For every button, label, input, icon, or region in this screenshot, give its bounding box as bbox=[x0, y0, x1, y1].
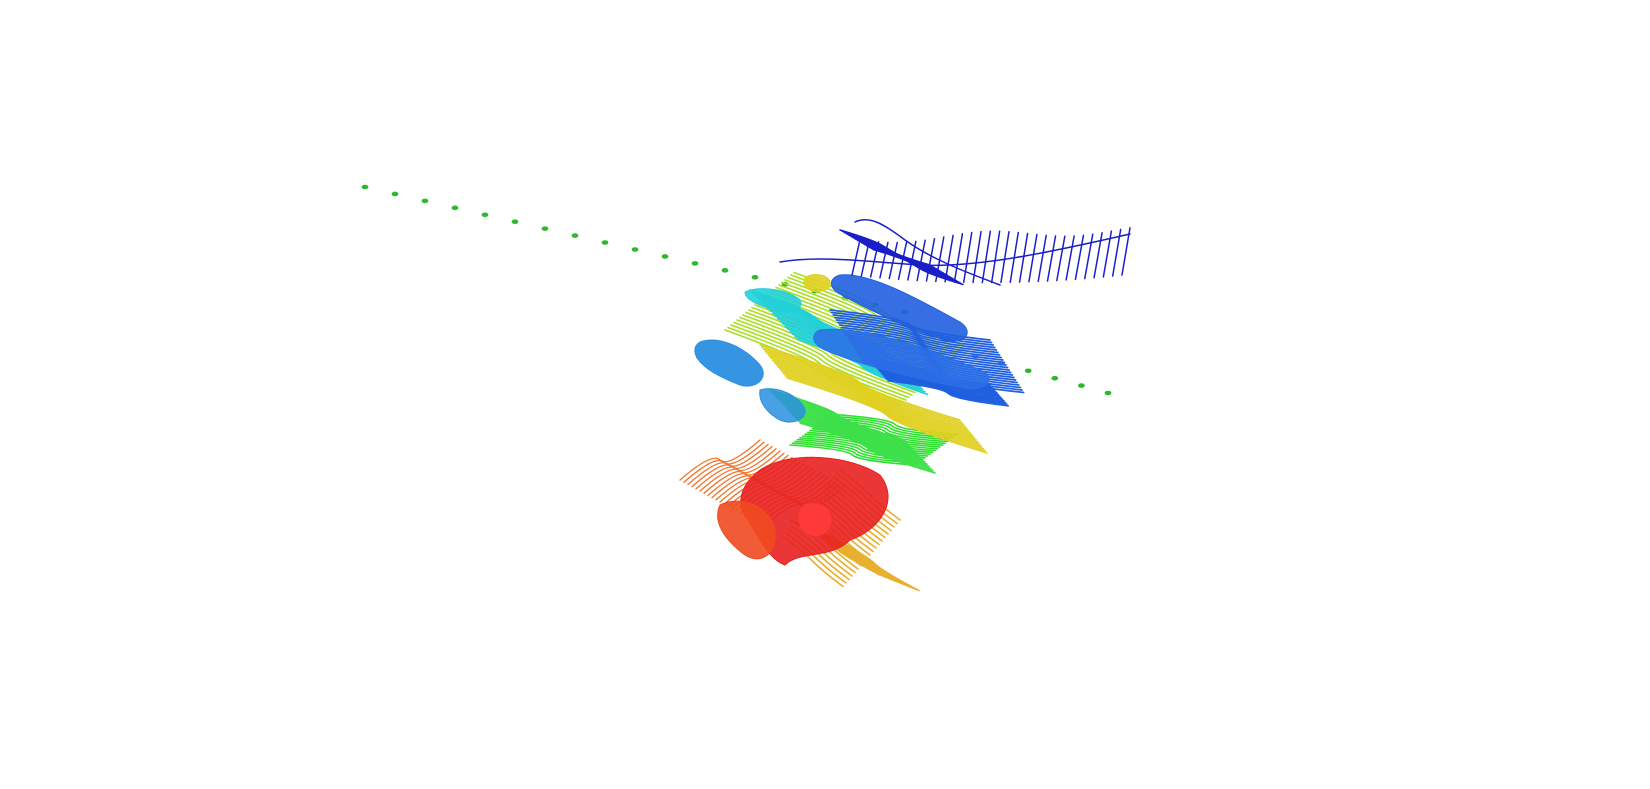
membrane-dot bbox=[661, 254, 669, 259]
membrane-dot bbox=[1051, 375, 1059, 381]
red-orange-lobe bbox=[717, 500, 776, 560]
membrane-dot bbox=[601, 240, 609, 245]
membrane-dot bbox=[391, 191, 399, 197]
sky-lower bbox=[759, 388, 806, 423]
membrane-dot bbox=[1078, 383, 1085, 388]
cyan-loop bbox=[744, 288, 802, 313]
royal-sheet bbox=[813, 328, 990, 390]
membrane-dot bbox=[511, 219, 519, 225]
yellow-strands bbox=[759, 344, 988, 454]
blue-extended-sheet bbox=[779, 219, 1131, 286]
yellow-knob bbox=[803, 274, 831, 293]
membrane-dot bbox=[451, 205, 459, 211]
membrane-markers bbox=[361, 184, 1112, 396]
membrane-dot bbox=[571, 233, 579, 238]
membrane-dot bbox=[691, 261, 699, 266]
membrane-dot bbox=[1104, 390, 1112, 396]
cyan-helix bbox=[694, 339, 764, 387]
membrane-dot bbox=[481, 212, 489, 218]
membrane-dot bbox=[751, 274, 759, 280]
membrane-dot bbox=[1024, 368, 1032, 374]
royal-helix bbox=[831, 274, 968, 342]
membrane-dot bbox=[541, 226, 549, 231]
membrane-dot bbox=[721, 268, 729, 273]
membrane-dot bbox=[361, 184, 369, 190]
blue-strands bbox=[839, 229, 964, 286]
membrane-dot bbox=[421, 198, 429, 204]
red-coil bbox=[798, 503, 832, 536]
membrane-dot bbox=[631, 247, 639, 252]
green-mid-strands bbox=[769, 389, 936, 474]
